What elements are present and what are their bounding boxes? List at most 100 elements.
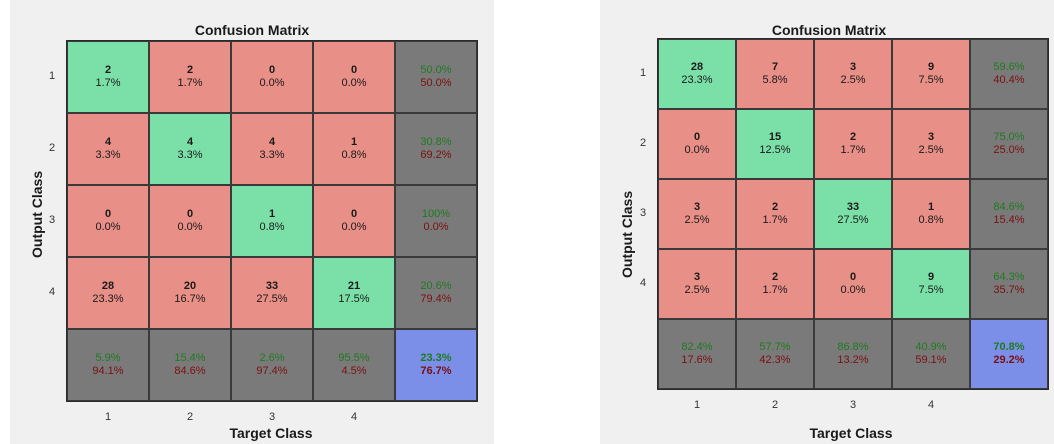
recall-value: 95.5% [338,352,370,364]
precision-value: 100% [421,208,451,220]
y-axis-label: Output Class [29,170,45,258]
cell-count: 28 [690,61,704,73]
cell-count: 0 [186,208,194,220]
matrix-cell: 28 23.3% [67,257,149,329]
y-tick-label: 2 [48,142,56,154]
cell-percent: 0.8% [341,149,367,161]
cell-percent: 0.0% [259,77,285,89]
cell-count: 3 [693,201,701,213]
cell-count: 0 [849,271,857,283]
cell-percent: 0.0% [341,221,367,233]
x-tick-label: 1 [693,399,701,411]
error-value: 13.2% [837,354,869,366]
matrix-cell: 3 2.5% [658,179,736,249]
col-summary-cell: 86.8% 13.2% [814,319,892,389]
chart-title: Confusion Matrix [771,22,887,38]
matrix-cell: 20 16.7% [149,257,231,329]
matrix-cell: 15 12.5% [736,109,814,179]
x-tick-label: 4 [927,399,935,411]
x-axis-label: Target Class [809,425,893,441]
cell-percent: 17.5% [338,293,370,305]
cell-percent: 2.5% [684,214,710,226]
matrix-cell: 0 0.0% [67,185,149,257]
cell-count: 0 [350,208,358,220]
matrix-cell: 2 1.7% [814,109,892,179]
matrix-cell: 0 0.0% [149,185,231,257]
matrix-cell: 3 2.5% [658,249,736,319]
cell-percent: 2.5% [684,284,710,296]
cell-count: 0 [693,131,701,143]
x-axis-label: Target Class [229,425,313,441]
error-value: 84.6% [174,365,206,377]
matrix-cell: 0 0.0% [658,109,736,179]
error-value: 42.3% [759,354,791,366]
cell-count: 15 [768,131,782,143]
y-axis-label: Output Class [619,190,635,278]
matrix-cell: 9 7.5% [892,39,970,109]
row-summary-cell: 64.3% 35.7% [970,249,1048,319]
cell-count: 1 [268,208,276,220]
col-summary-cell: 2.6% 97.4% [231,329,313,401]
cell-count: 3 [693,271,701,283]
col-summary-cell: 57.7% 42.3% [736,319,814,389]
cell-count: 4 [186,136,194,148]
cell-percent: 7.5% [918,74,944,86]
matrix-cell: 0 0.0% [814,249,892,319]
cell-count: 3 [927,131,935,143]
x-tick-label: 2 [186,411,194,423]
row-summary-cell: 100% 0.0% [395,185,477,257]
x-tick-label: 3 [849,399,857,411]
cell-count: 33 [846,201,860,213]
y-tick-label: 4 [639,277,647,289]
y-tick-label: 4 [48,286,56,298]
error-value: 0.0% [423,221,449,233]
precision-value: 50.0% [420,64,452,76]
error-value: 69.2% [420,149,452,161]
x-tick-label: 3 [268,411,276,423]
chart-title: Confusion Matrix [194,22,310,38]
x-tick-label: 2 [771,399,779,411]
cell-percent: 12.5% [759,144,791,156]
col-summary-cell: 40.9% 59.1% [892,319,970,389]
cell-count: 1 [350,136,358,148]
col-summary-cell: 82.4% 17.6% [658,319,736,389]
precision-value: 20.6% [420,280,452,292]
error-value: 59.1% [915,354,947,366]
cell-percent: 0.0% [177,221,203,233]
recall-value: 15.4% [174,352,206,364]
matrix-cell: 9 7.5% [892,249,970,319]
cell-count: 3 [849,61,857,73]
total-error-value: 29.2% [993,354,1025,366]
cell-count: 2 [771,271,779,283]
recall-value: 86.8% [837,341,869,353]
cell-count: 9 [927,271,935,283]
cell-percent: 3.3% [95,149,121,161]
total-error-value: 76.7% [420,365,452,377]
recall-value: 2.6% [259,352,285,364]
matrix-cell: 2 1.7% [149,41,231,113]
matrix-cell: 0 0.0% [313,185,395,257]
cell-percent: 7.5% [918,284,944,296]
matrix-cell: 3 2.5% [892,109,970,179]
recall-value: 82.4% [681,341,713,353]
cell-count: 20 [183,280,197,292]
y-tick-label: 3 [48,214,56,226]
matrix-cell: 3 2.5% [814,39,892,109]
cell-percent: 27.5% [256,293,288,305]
matrix-cell: 33 27.5% [814,179,892,249]
cell-percent: 5.8% [762,74,788,86]
y-tick-label: 1 [48,70,56,82]
error-value: 40.4% [993,74,1025,86]
cell-percent: 1.7% [177,77,203,89]
cell-count: 2 [771,201,779,213]
row-summary-cell: 59.6% 40.4% [970,39,1048,109]
cell-count: 4 [268,136,276,148]
cell-percent: 0.0% [95,221,121,233]
cell-percent: 23.3% [681,74,713,86]
error-value: 25.0% [993,144,1025,156]
cell-percent: 1.7% [840,144,866,156]
matrix-cell: 2 1.7% [67,41,149,113]
matrix-cell: 0 0.0% [231,41,313,113]
cell-count: 0 [350,64,358,76]
cell-percent: 0.8% [918,214,944,226]
